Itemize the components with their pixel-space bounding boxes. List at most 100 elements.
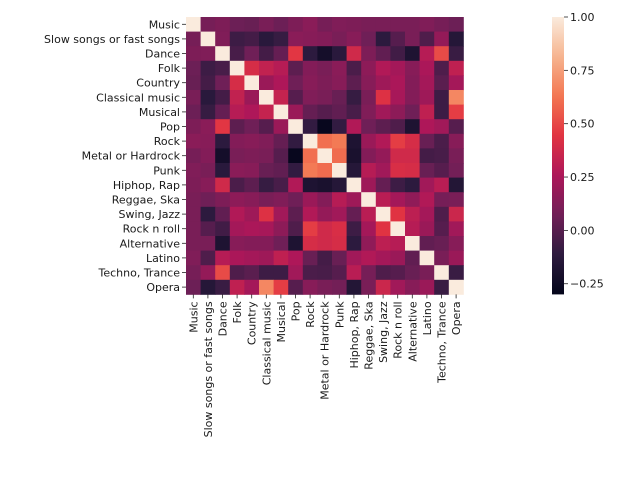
- heatmap-cell: [434, 163, 450, 178]
- heatmap-cell: [229, 75, 245, 91]
- heatmap-cell: [302, 90, 318, 105]
- colorbar-tick-label: 0.50: [570, 118, 595, 131]
- heatmap-cell: [259, 236, 274, 251]
- heatmap-cell: [288, 148, 304, 164]
- heatmap-cell: [361, 90, 377, 105]
- heatmap-cell: [244, 236, 260, 251]
- heatmap-cell: [419, 31, 435, 47]
- x-tick-label-rock: Rock: [304, 301, 317, 328]
- heatmap-cell: [229, 90, 245, 105]
- heatmap-cell: [215, 163, 231, 178]
- x-tick-label-dance: Dance: [217, 301, 230, 336]
- heatmap-cell: [302, 75, 318, 91]
- heatmap-cell: [361, 75, 377, 91]
- heatmap-cell: [186, 163, 201, 178]
- heatmap-cell: [317, 17, 333, 32]
- heatmap-cell: [288, 250, 304, 266]
- heatmap-cell: [375, 250, 391, 266]
- heatmap-cell: [361, 104, 377, 120]
- heatmap-cell: [346, 250, 362, 266]
- heatmap-cell: [215, 31, 231, 47]
- heatmap-cell: [419, 236, 435, 251]
- heatmap-cell: [405, 236, 420, 251]
- heatmap-cell: [332, 279, 347, 295]
- heatmap-cell: [186, 192, 201, 208]
- heatmap-cell: [317, 192, 333, 208]
- heatmap-cell: [419, 250, 435, 266]
- heatmap-cell: [302, 60, 318, 76]
- heatmap-cell: [361, 31, 377, 47]
- heatmap-cell: [229, 163, 245, 178]
- heatmap-cell: [244, 46, 260, 62]
- heatmap-cell: [434, 31, 450, 47]
- heatmap-cell: [302, 177, 318, 193]
- heatmap-cell: [332, 31, 347, 47]
- heatmap-cell: [302, 192, 318, 208]
- heatmap-cell: [332, 250, 347, 266]
- heatmap-cell: [273, 46, 289, 62]
- heatmap-cell: [390, 46, 406, 62]
- heatmap-cell: [390, 133, 406, 149]
- heatmap-cell: [346, 192, 362, 208]
- heatmap-cell: [273, 221, 289, 237]
- heatmap-cell: [215, 75, 231, 91]
- heatmap-cell: [215, 148, 231, 164]
- heatmap-cell: [332, 148, 347, 164]
- heatmap-cell: [259, 133, 274, 149]
- heatmap-cell: [332, 177, 347, 193]
- heatmap-cell: [186, 221, 201, 237]
- heatmap-cell: [273, 148, 289, 164]
- heatmap-cell: [419, 46, 435, 62]
- heatmap-cell: [390, 206, 406, 222]
- heatmap-cell: [375, 17, 391, 32]
- heatmap-cell: [186, 133, 201, 149]
- heatmap-cell: [229, 60, 245, 76]
- heatmap-cell: [215, 236, 231, 251]
- heatmap-cell: [361, 163, 377, 178]
- heatmap-cell: [375, 60, 391, 76]
- heatmap-cell: [419, 60, 435, 76]
- heatmap-cell: [273, 192, 289, 208]
- x-tick-label-folk: Folk: [231, 301, 244, 324]
- heatmap-cell: [375, 31, 391, 47]
- heatmap-cell: [259, 90, 274, 105]
- heatmap-cell: [434, 265, 450, 281]
- heatmap-cell: [244, 119, 260, 135]
- y-tick-label-techno-trance: Techno, Trance: [98, 267, 181, 280]
- x-tick-label-classical-music: Classical music: [260, 301, 273, 385]
- heatmap-cell: [302, 148, 318, 164]
- heatmap-cell: [405, 279, 420, 295]
- heatmap-cell: [361, 119, 377, 135]
- heatmap-cell: [434, 221, 450, 237]
- x-tick-label-opera: Opera: [450, 301, 463, 335]
- heatmap-cell: [215, 133, 231, 149]
- heatmap-cell: [346, 75, 362, 91]
- heatmap-cell: [317, 279, 333, 295]
- heatmap-cell: [288, 221, 304, 237]
- heatmap-cell: [186, 90, 201, 105]
- heatmap-cell: [215, 60, 231, 76]
- heatmap-cell: [186, 119, 201, 135]
- heatmap-cell: [361, 265, 377, 281]
- heatmap-cell: [302, 206, 318, 222]
- heatmap-cell: [288, 17, 304, 32]
- heatmap-cell: [259, 104, 274, 120]
- heatmap-cell: [288, 236, 304, 251]
- heatmap-cell: [332, 75, 347, 91]
- heatmap-cell: [229, 206, 245, 222]
- heatmap-cell: [215, 206, 231, 222]
- heatmap-cell: [448, 90, 464, 105]
- heatmap-cell: [317, 31, 333, 47]
- heatmap-cell: [244, 60, 260, 76]
- x-tick-label-alternative: Alternative: [406, 301, 419, 362]
- heatmap-cell: [244, 192, 260, 208]
- heatmap-cell: [288, 163, 304, 178]
- heatmap-cell: [390, 265, 406, 281]
- heatmap-cell: [259, 279, 274, 295]
- heatmap-cell: [273, 75, 289, 91]
- heatmap-cell: [244, 221, 260, 237]
- heatmap-cell: [448, 265, 464, 281]
- heatmap-cell: [346, 206, 362, 222]
